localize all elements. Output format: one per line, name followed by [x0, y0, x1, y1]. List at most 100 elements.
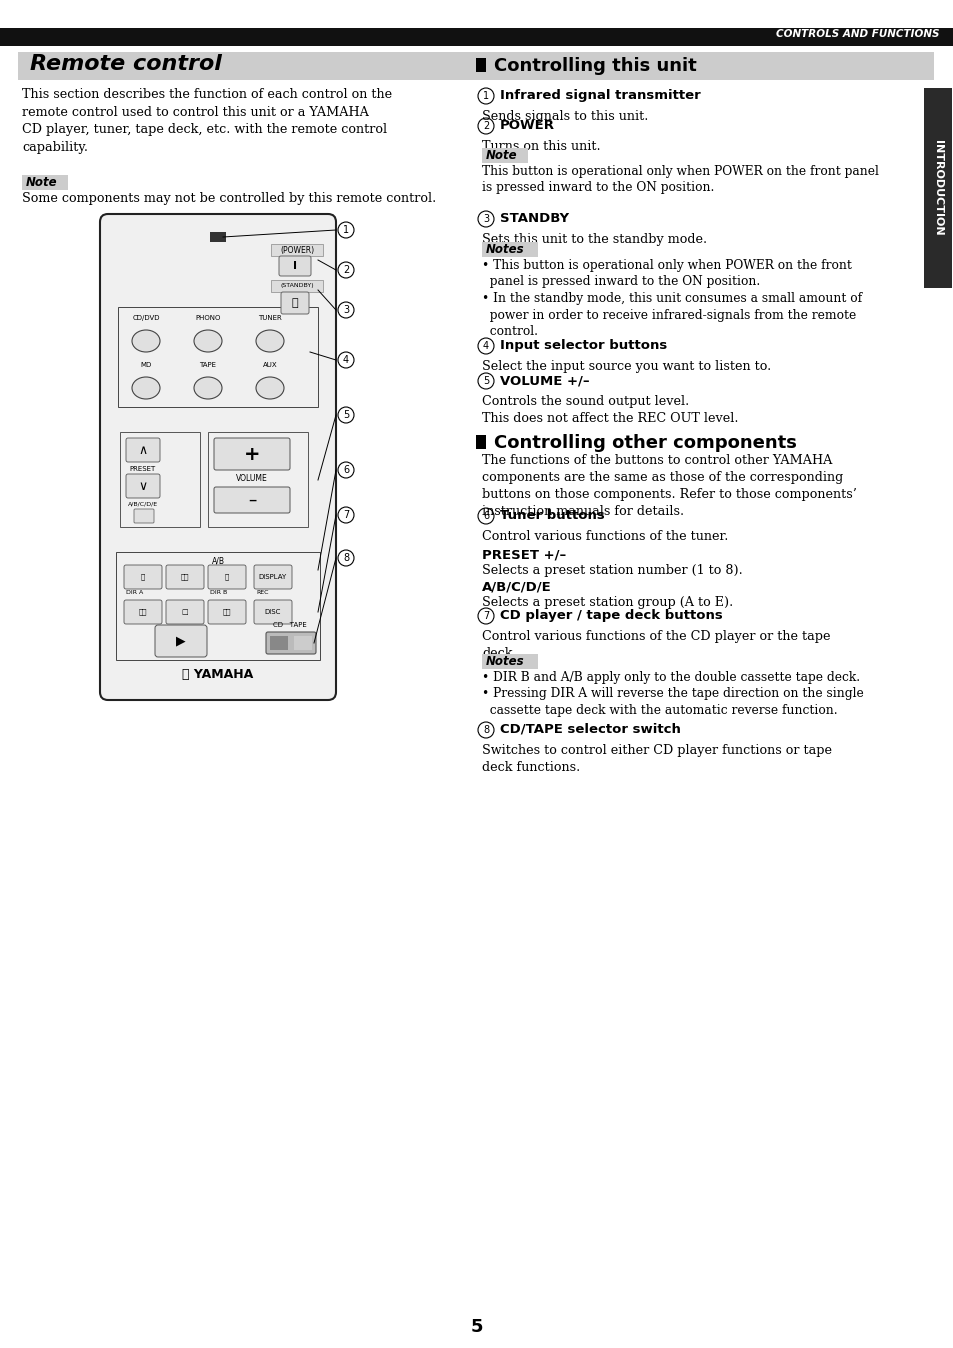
Bar [481, 148, 527, 163]
Text: ▶: ▶ [176, 635, 186, 647]
FancyBboxPatch shape [213, 438, 290, 470]
Text: CD player / tape deck buttons: CD player / tape deck buttons [499, 609, 722, 621]
Text: REC: REC [255, 590, 268, 594]
Text: PRESET: PRESET [130, 466, 156, 472]
Text: VOLUME +/–: VOLUME +/– [499, 373, 589, 387]
Bar [22, 175, 68, 190]
Text: The functions of the buttons to control other YAMAHA
components are the same as : The functions of the buttons to control … [481, 454, 856, 518]
Ellipse shape [193, 330, 222, 352]
Text: VOLUME: VOLUME [236, 474, 268, 483]
Text: Note: Note [26, 177, 57, 189]
Text: CONTROLS AND FUNCTIONS: CONTROLS AND FUNCTIONS [776, 30, 939, 39]
FancyBboxPatch shape [166, 600, 204, 624]
Bar [120, 431, 200, 527]
Text: Selects a preset station number (1 to 8).: Selects a preset station number (1 to 8)… [481, 563, 742, 577]
FancyBboxPatch shape [126, 474, 160, 497]
FancyBboxPatch shape [133, 510, 153, 523]
Text: AUX: AUX [262, 363, 277, 368]
Text: ∨: ∨ [138, 480, 148, 492]
Text: 4: 4 [482, 341, 489, 350]
Text: Remote control: Remote control [30, 54, 222, 74]
Text: MD: MD [140, 363, 152, 368]
Bar [116, 551, 319, 661]
Bar [481, 654, 537, 669]
FancyBboxPatch shape [154, 625, 207, 656]
Text: 8: 8 [342, 553, 349, 563]
Text: A/B/C/D/E: A/B/C/D/E [128, 501, 158, 507]
Text: CD/DVD: CD/DVD [132, 315, 159, 321]
Text: □: □ [181, 609, 188, 615]
Text: Note: Note [485, 150, 517, 162]
Text: Controlling this unit: Controlling this unit [494, 57, 696, 75]
Ellipse shape [132, 377, 160, 399]
Text: Controls the sound output level.
This does not affect the REC OUT level.: Controls the sound output level. This do… [481, 395, 738, 425]
Text: 2: 2 [482, 121, 489, 131]
Text: 5: 5 [470, 1318, 483, 1336]
FancyBboxPatch shape [124, 600, 162, 624]
Text: ⏭: ⏭ [225, 574, 229, 580]
Bar [271, 280, 323, 293]
Text: POWER: POWER [499, 119, 555, 132]
FancyBboxPatch shape [213, 487, 290, 514]
Text: DISPLAY: DISPLAY [258, 574, 287, 580]
Text: ⏮: ⏮ [141, 574, 145, 580]
Text: Control various functions of the CD player or the tape
deck.: Control various functions of the CD play… [481, 630, 830, 661]
Bar [270, 636, 288, 650]
Text: A/B: A/B [212, 557, 224, 566]
Text: 5: 5 [482, 376, 489, 386]
Text: ⏭⏭: ⏭⏭ [222, 609, 231, 615]
Text: TUNER: TUNER [258, 315, 281, 321]
Ellipse shape [193, 377, 222, 399]
Text: This section describes the function of each control on the
remote control used t: This section describes the function of e… [22, 88, 392, 154]
Text: Notes: Notes [485, 243, 524, 256]
Text: TAPE: TAPE [199, 363, 216, 368]
Ellipse shape [255, 377, 284, 399]
Text: STANDBY: STANDBY [499, 212, 569, 225]
Bar [476, 435, 485, 449]
Text: ⏼: ⏼ [292, 298, 298, 307]
Text: Controlling other components: Controlling other components [494, 434, 796, 452]
FancyBboxPatch shape [278, 256, 311, 276]
FancyBboxPatch shape [253, 600, 292, 624]
Bar [18, 53, 933, 80]
FancyBboxPatch shape [208, 600, 246, 624]
Bar [210, 232, 226, 243]
Text: 3: 3 [342, 305, 349, 315]
Text: • This button is operational only when POWER on the front
  panel is pressed inw: • This button is operational only when P… [481, 259, 862, 338]
FancyBboxPatch shape [126, 438, 160, 462]
FancyBboxPatch shape [100, 214, 335, 700]
Text: CD/TAPE selector switch: CD/TAPE selector switch [499, 723, 680, 736]
Text: DIR B: DIR B [210, 590, 227, 594]
Ellipse shape [255, 330, 284, 352]
Text: –: – [248, 491, 256, 510]
Text: 7: 7 [342, 510, 349, 520]
Text: Some components may not be controlled by this remote control.: Some components may not be controlled by… [22, 191, 436, 205]
Text: +: + [244, 445, 260, 464]
Text: 6: 6 [482, 511, 489, 520]
Text: 1: 1 [342, 225, 349, 235]
Text: Notes: Notes [485, 655, 524, 669]
Text: PRESET +/–: PRESET +/– [481, 549, 566, 561]
FancyBboxPatch shape [208, 565, 246, 589]
Ellipse shape [132, 330, 160, 352]
Text: Turns on this unit.: Turns on this unit. [481, 140, 600, 154]
Bar [294, 636, 312, 650]
Text: Sends signals to this unit.: Sends signals to this unit. [481, 111, 648, 123]
Bar [476, 58, 485, 71]
Text: 1: 1 [482, 92, 489, 101]
Text: Input selector buttons: Input selector buttons [499, 338, 666, 352]
Text: 2: 2 [342, 266, 349, 275]
Text: Tuner buttons: Tuner buttons [499, 510, 604, 522]
FancyBboxPatch shape [166, 565, 204, 589]
Text: Control various functions of the tuner.: Control various functions of the tuner. [481, 530, 727, 543]
Bar [271, 244, 323, 256]
Text: (STANDBY): (STANDBY) [280, 283, 314, 288]
Text: Sets this unit to the standby mode.: Sets this unit to the standby mode. [481, 233, 706, 245]
Text: 4: 4 [342, 355, 349, 365]
Text: Infrared signal transmitter: Infrared signal transmitter [499, 89, 700, 102]
FancyBboxPatch shape [124, 565, 162, 589]
Bar [118, 307, 317, 407]
Text: A/B/C/D/E: A/B/C/D/E [481, 580, 551, 593]
Text: DISC: DISC [265, 609, 281, 615]
Text: Select the input source you want to listen to.: Select the input source you want to list… [481, 360, 770, 373]
